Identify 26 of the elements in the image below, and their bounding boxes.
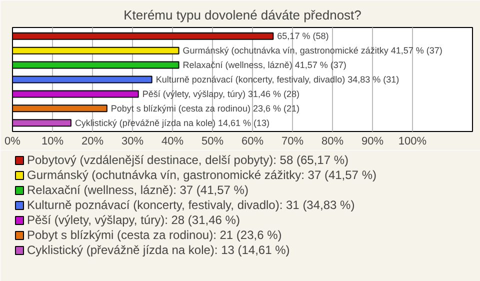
x-tick-label: 70% — [281, 136, 304, 148]
x-tick-label: 80% — [321, 136, 344, 148]
x-tick-label: 90% — [361, 136, 384, 148]
data-label: Cyklistický (převážně jízda na kole) 14,61 % (13) — [74, 118, 270, 128]
x-tick-label: 60% — [241, 136, 264, 148]
x-tick-label: 10% — [41, 136, 64, 148]
x-tick-label: 40% — [161, 136, 184, 148]
legend-label: Pobytový (vzdálenější destinace, delší pobyty): 58 (65,17 %) — [27, 152, 349, 167]
data-label: Relaxační (wellness, lázně) 41,57 % (37) — [182, 60, 346, 70]
legend-label: Relaxační (wellness, lázně): 37 (41,57 %) — [27, 182, 248, 197]
x-tick-label: 0% — [4, 136, 21, 148]
data-label: Pobyt s blízkými (cesta za rodinou) 23,6 % (21) — [110, 103, 300, 114]
data-label: 65,17 % (58) — [277, 31, 329, 42]
x-tick-label: 50% — [201, 136, 224, 148]
chart-title: Kterému typu dovolené dáváte přednost? — [124, 8, 362, 22]
data-label: Gurmánský (ochutnávka vín, gastronomické zážitky 41,57 % (37) — [182, 46, 442, 56]
x-tick-label: 20% — [81, 136, 104, 148]
data-label: Pěší (výlety, výšlapy, túry) 31,46 % (28) — [142, 88, 300, 99]
x-tick-label: 30% — [121, 136, 144, 148]
legend-label: Cyklistický (převážně jízda na kole): 13 (14,61 %) — [27, 242, 290, 257]
data-label: Kulturně poznávací (koncerty, festivaly, divadlo) 34,83 % (31) — [156, 74, 400, 84]
x-tick-label: 100% — [398, 136, 427, 148]
legend-label: Gurmánský (ochutnávka vín, gastronomické zážitky: 37 (41,57 %) — [27, 167, 376, 182]
legend-label: Kulturně poznávací (koncerty, festivaly, divadlo): 31 (34,83 %) — [27, 197, 355, 212]
legend-label: Pobyt s blízkými (cesta za rodinou): 21 (23,6 %) — [27, 227, 282, 242]
legend-label: Pěší (výlety, výšlapy, túry): 28 (31,46 %) — [27, 212, 240, 227]
